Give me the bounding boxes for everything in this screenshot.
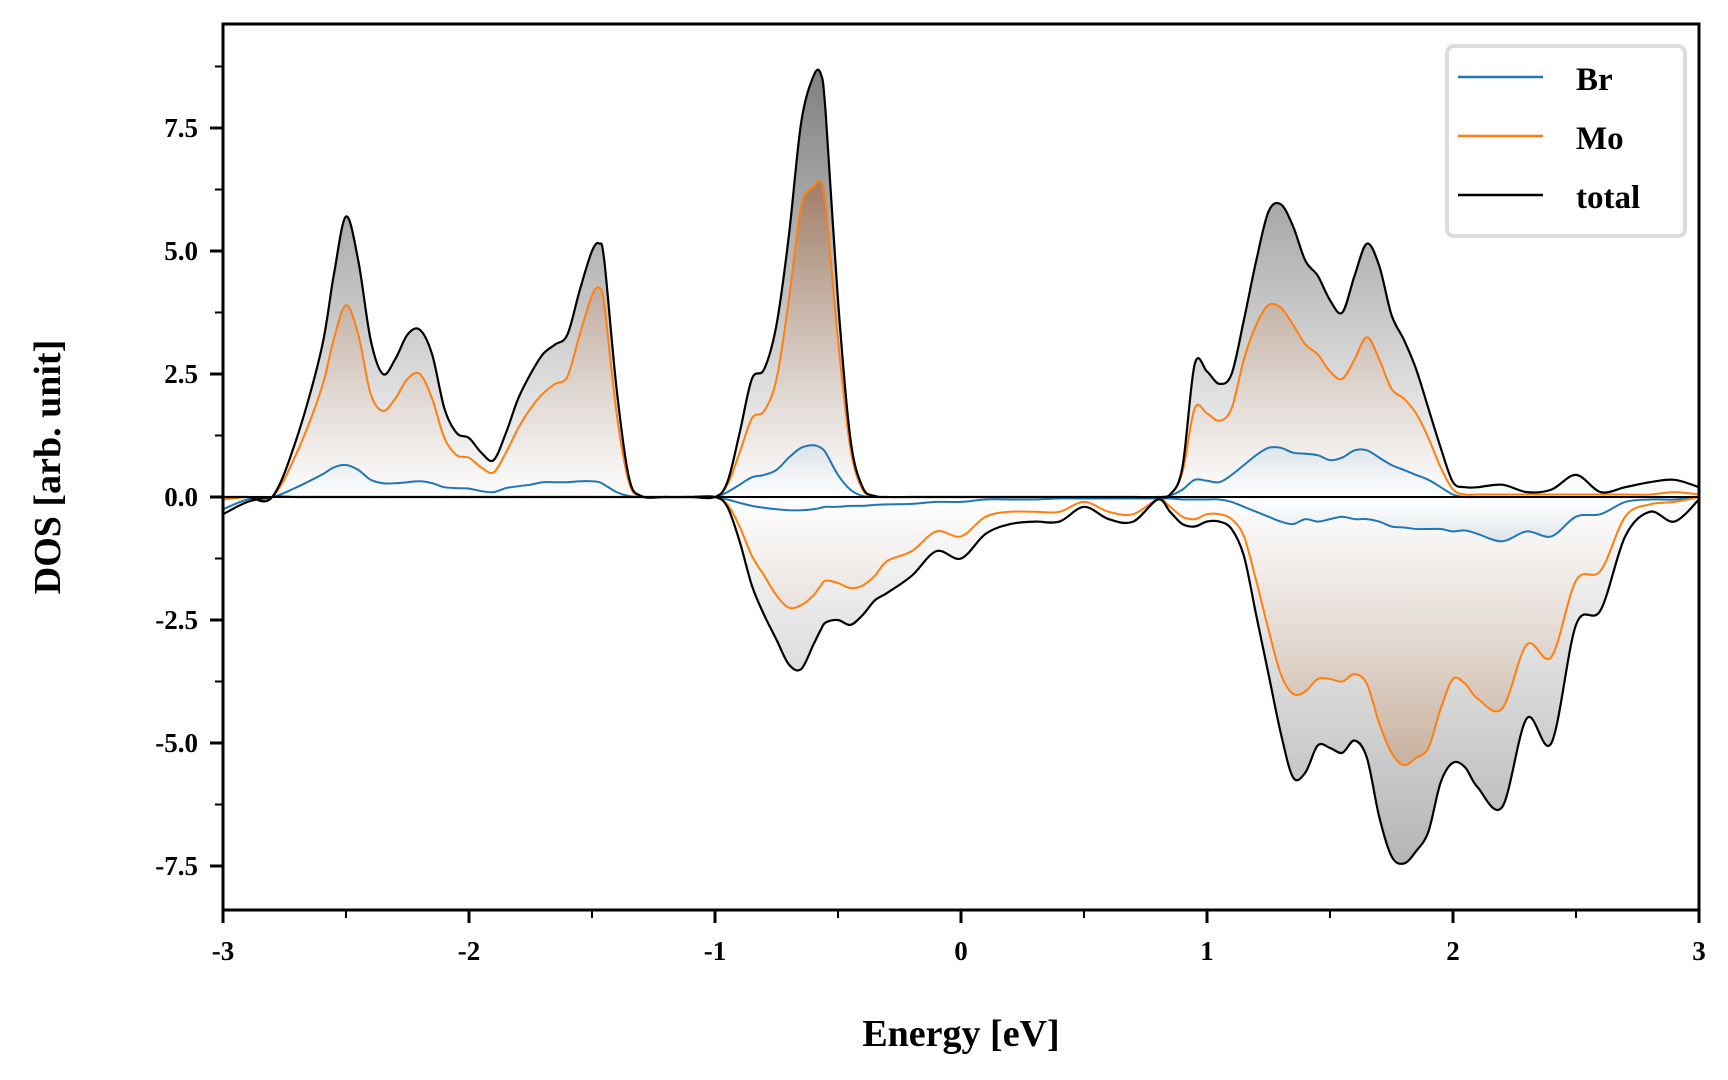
y-tick-label: 2.5	[164, 359, 198, 389]
legend-frame	[1445, 44, 1687, 238]
y-axis-title: DOS [arb. unit]	[27, 340, 69, 594]
x-axis-title: Energy [eV]	[862, 1013, 1059, 1055]
y-tick-label: 0.0	[164, 482, 198, 512]
area-mo-up	[223, 180, 1699, 501]
y-axis: -7.5 -5.0 -2.5 0.0 2.5 5.0 7.5	[155, 65, 223, 881]
area-br-down	[223, 496, 1699, 542]
y-tick-label: 5.0	[164, 236, 198, 266]
area-mo-down	[223, 496, 1699, 766]
x-tick-label: 2	[1446, 936, 1460, 966]
line-mo-up	[223, 179, 1699, 502]
x-tick-label: -3	[212, 936, 235, 966]
series-lines	[223, 68, 1699, 865]
legend-label-br: Br	[1576, 62, 1613, 98]
y-tick-label: -2.5	[155, 605, 198, 635]
x-axis: -3 -2 -1 0 1 2 3	[212, 910, 1706, 966]
legend-label-total: total	[1576, 180, 1640, 216]
x-tick-label: -1	[704, 936, 727, 966]
x-tick-label: 1	[1200, 936, 1214, 966]
legend-label-mo: Mo	[1576, 121, 1624, 157]
area-fills	[223, 69, 1699, 864]
y-tick-label: -5.0	[155, 728, 198, 758]
line-total-up	[223, 68, 1699, 503]
x-tick-label: -2	[458, 936, 481, 966]
legend: Br Mo total	[1445, 44, 1687, 238]
x-tick-label: 3	[1692, 936, 1706, 966]
y-tick-label: -7.5	[155, 851, 198, 881]
area-br-up	[223, 445, 1699, 498]
y-tick-label: 7.5	[164, 113, 198, 143]
x-tick-label: 0	[954, 936, 968, 966]
